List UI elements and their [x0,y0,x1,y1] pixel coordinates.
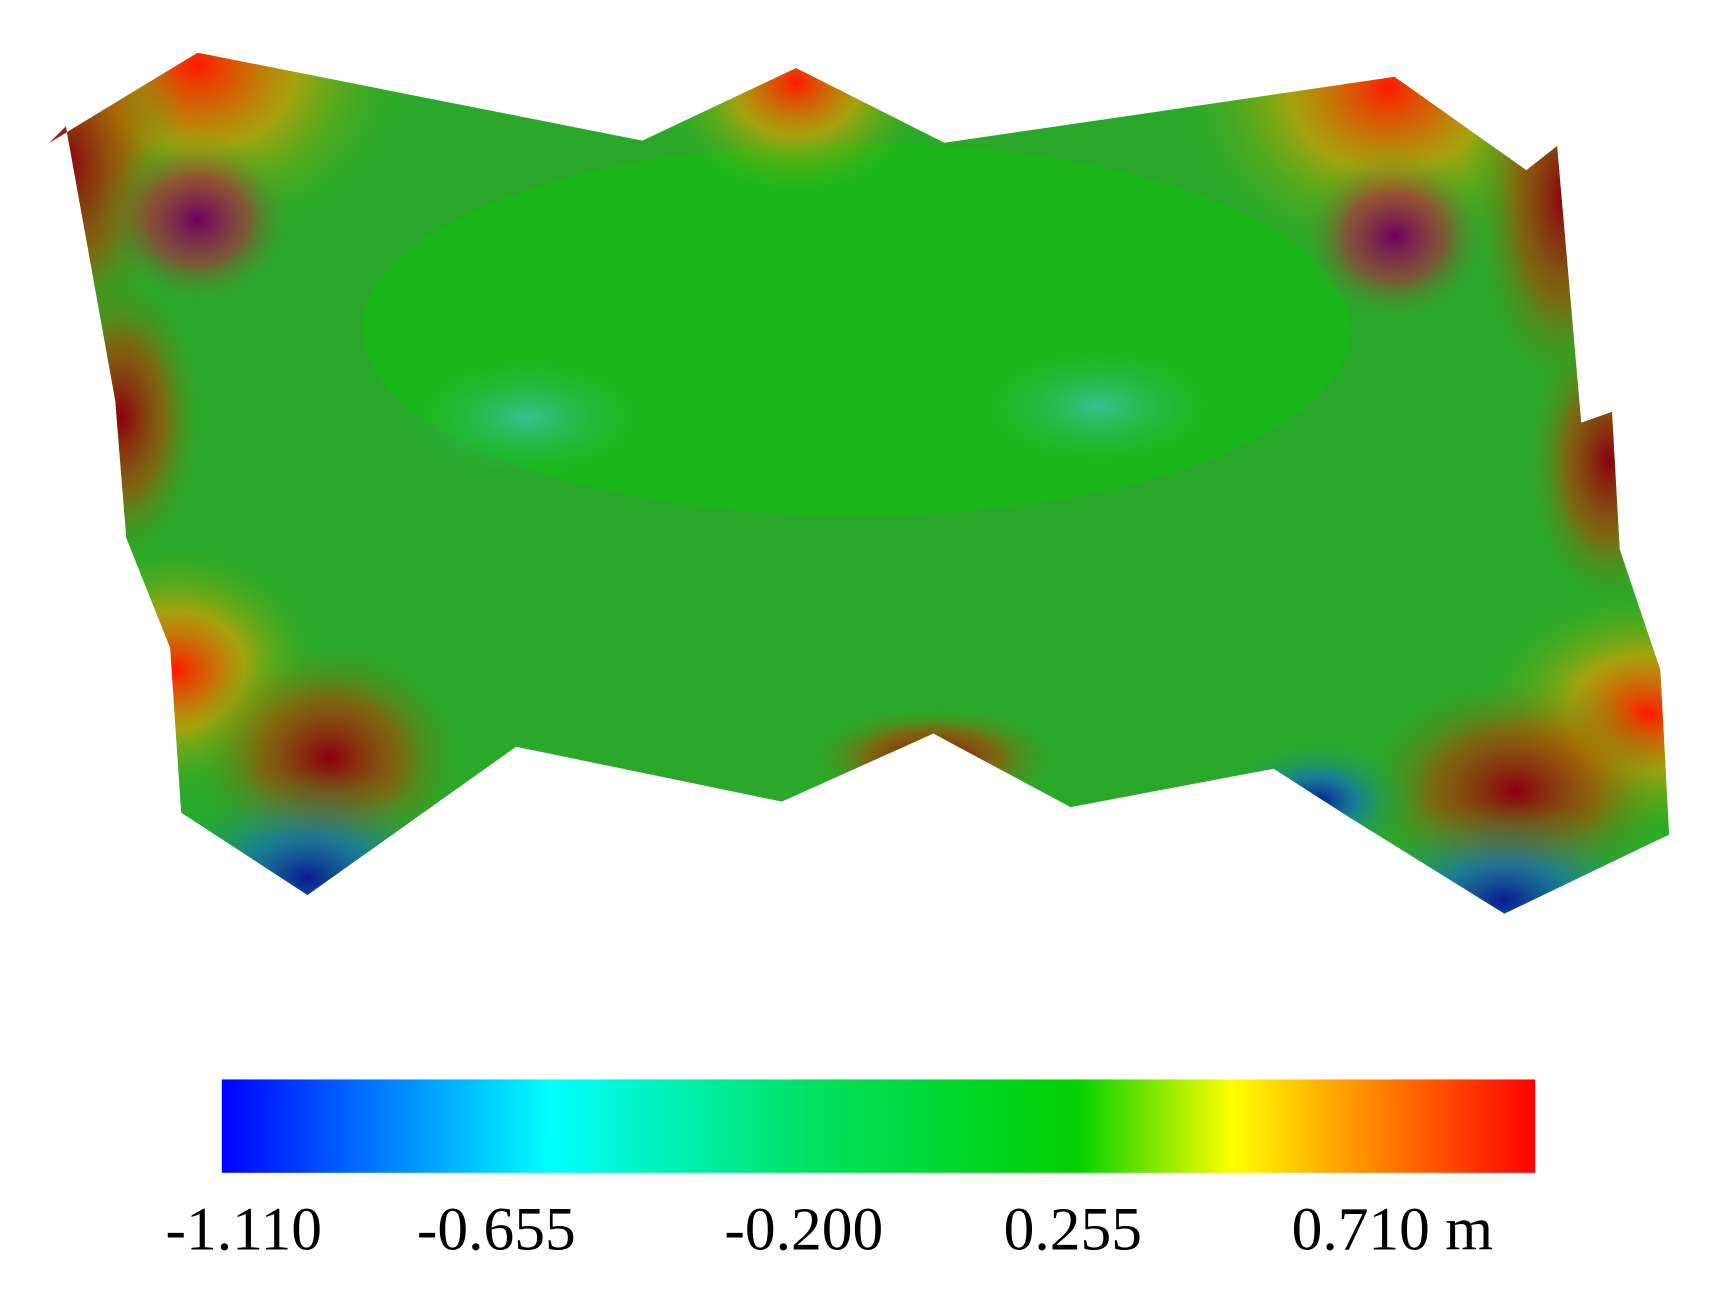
surface [49,52,1670,914]
colorbar-label: 0.710 m [1292,1196,1494,1264]
colorbar-label: -0.655 [417,1196,576,1264]
colorbar [221,1079,1536,1173]
colorbar-label: 0.255 [1004,1196,1142,1264]
colorbar-label: -0.200 [724,1196,883,1264]
colorbar-label: -1.110 [165,1196,322,1264]
